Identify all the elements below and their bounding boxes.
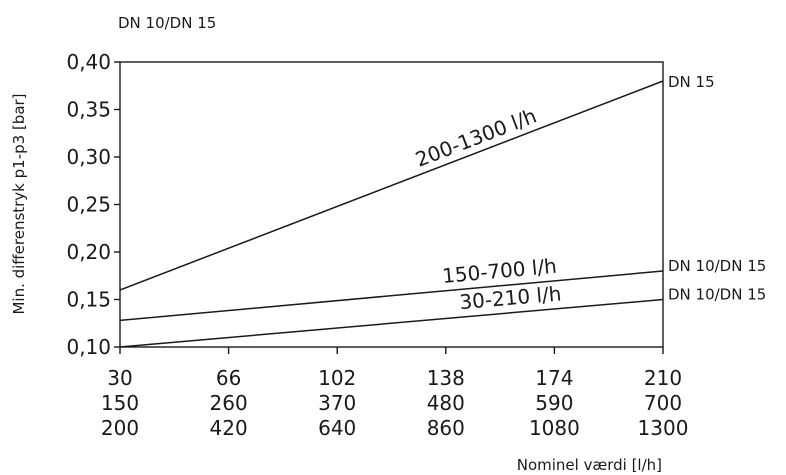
- series-label: 200-1300 l/h: [412, 103, 540, 171]
- y-tick-label: 0,20: [66, 240, 111, 264]
- x-axis-label: Nominel værdi [l/h]: [517, 456, 662, 474]
- x-tick-label: 66: [216, 366, 241, 390]
- y-tick-label: 0,15: [66, 288, 111, 312]
- y-tick-label: 0,35: [66, 98, 111, 122]
- x-tick-label: 1080: [529, 416, 580, 440]
- x-tick-label: 210: [644, 366, 682, 390]
- x-tick-label: 700: [644, 391, 682, 415]
- x-tick-label: 480: [427, 391, 465, 415]
- y-tick-label: 0,30: [66, 145, 111, 169]
- x-tick-label: 174: [535, 366, 573, 390]
- x-tick-label: 200: [101, 416, 139, 440]
- series-end-label: DN 10/DN 15: [668, 257, 766, 275]
- x-tick-label: 640: [318, 416, 356, 440]
- y-tick-label: 0,10: [66, 335, 111, 359]
- series-end-label: DN 15: [668, 73, 715, 91]
- y-axis-label: Min. differenstryk p1-p3 [bar]: [10, 93, 28, 314]
- y-tick-label: 0,40: [66, 50, 111, 74]
- series-line: [120, 271, 663, 320]
- series-line: [120, 81, 663, 290]
- y-tick-label: 0,25: [66, 193, 111, 217]
- x-tick-label: 260: [210, 391, 248, 415]
- x-tick-label: 102: [318, 366, 356, 390]
- x-tick-label: 138: [427, 366, 465, 390]
- x-tick-label: 420: [210, 416, 248, 440]
- x-tick-label: 590: [535, 391, 573, 415]
- x-tick-label: 30: [107, 366, 132, 390]
- plot-area: [120, 62, 663, 347]
- x-tick-label: 1300: [638, 416, 689, 440]
- x-tick-label: 370: [318, 391, 356, 415]
- x-tick-label: 150: [101, 391, 139, 415]
- chart-title: DN 10/DN 15: [118, 14, 216, 32]
- series-line: [120, 300, 663, 348]
- series-end-label: DN 10/DN 15: [668, 286, 766, 304]
- x-tick-label: 860: [427, 416, 465, 440]
